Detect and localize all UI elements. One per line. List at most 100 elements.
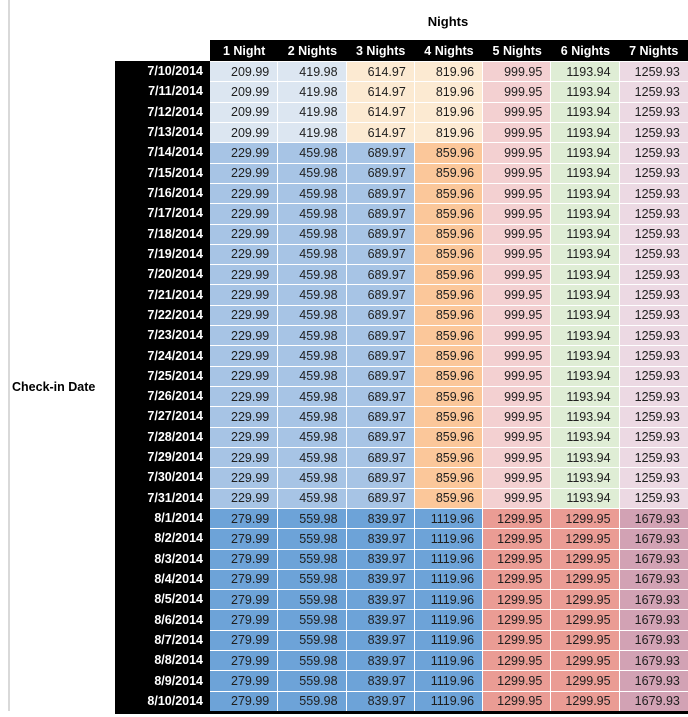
- price-cell: 859.96: [414, 446, 484, 468]
- row-date-label: 7/25/2014: [115, 365, 210, 386]
- table-row: 8/1/2014 279.99 559.98 839.97 1119.96 1299.95…: [115, 507, 688, 529]
- price-cell: 229.99: [210, 386, 279, 407]
- price-cell: 839.97: [346, 690, 415, 711]
- price-cell: 689.97: [346, 487, 415, 508]
- price-cell: 1299.95: [551, 548, 620, 569]
- price-cell: 859.96: [414, 223, 484, 244]
- row-date-label: 7/26/2014: [115, 386, 210, 407]
- table-row: 7/24/2014 229.99 459.98 689.97 859.96 999.95 1…: [115, 345, 688, 366]
- table-row: 7/27/2014 229.99 459.98 689.97 859.96 999.95 1…: [115, 406, 688, 427]
- price-cell: 229.99: [210, 264, 279, 285]
- price-cell: 859.96: [414, 162, 484, 183]
- price-cell: 1299.95: [551, 650, 620, 671]
- table-row: 7/28/2014 229.99 459.98 689.97 859.96 999.95 1…: [115, 426, 688, 447]
- row-date-label: 7/28/2014: [115, 426, 210, 447]
- price-cell: 1193.94: [551, 101, 620, 122]
- price-cell: 279.99: [210, 609, 279, 630]
- price-cell: 1299.95: [483, 528, 552, 549]
- table-row: 7/16/2014 229.99 459.98 689.97 859.96 999.95 1…: [115, 182, 688, 204]
- price-cell: 1259.93: [619, 101, 688, 122]
- price-cell: 1259.93: [619, 487, 688, 508]
- price-cell: 459.98: [278, 345, 347, 366]
- price-cell: 1259.93: [619, 284, 688, 305]
- price-cell: 1193.94: [551, 304, 620, 326]
- price-cell: 459.98: [278, 325, 347, 346]
- row-date-label: 7/21/2014: [115, 284, 210, 305]
- price-cell: 1259.93: [619, 446, 688, 468]
- price-cell: 1679.93: [619, 629, 688, 651]
- table-row: 7/25/2014 229.99 459.98 689.97 859.96 999.95 1…: [115, 365, 688, 386]
- price-cell: 229.99: [210, 162, 279, 183]
- price-cell: 459.98: [278, 264, 347, 285]
- row-date-label: 7/31/2014: [115, 487, 210, 508]
- price-cell: 559.98: [278, 507, 347, 529]
- price-cell: 1119.96: [414, 568, 484, 590]
- price-cell: 999.95: [483, 446, 552, 468]
- price-cell: 1259.93: [619, 243, 688, 265]
- price-cell: 999.95: [483, 243, 552, 265]
- price-cell: 209.99: [210, 101, 279, 122]
- price-cell: 1299.95: [551, 609, 620, 630]
- price-cell: 1259.93: [619, 182, 688, 204]
- price-cell: 1259.93: [619, 81, 688, 102]
- price-cell: 1299.95: [551, 507, 620, 529]
- price-cell: 819.96: [414, 61, 484, 82]
- price-cell: 859.96: [414, 304, 484, 326]
- price-cell: 1119.96: [414, 507, 484, 529]
- price-cell: 689.97: [346, 142, 415, 163]
- price-cell: 689.97: [346, 304, 415, 326]
- table-row: 7/19/2014 229.99 459.98 689.97 859.96 999.95 1…: [115, 243, 688, 265]
- price-cell: 859.96: [414, 345, 484, 366]
- row-date-label: 8/5/2014: [115, 589, 210, 610]
- price-cell: 999.95: [483, 121, 552, 143]
- row-date-label: 7/18/2014: [115, 223, 210, 244]
- price-cell: 1193.94: [551, 365, 620, 386]
- price-cell: 999.95: [483, 406, 552, 427]
- price-cell: 1299.95: [483, 507, 552, 529]
- price-cell: 859.96: [414, 284, 484, 305]
- price-cell: 839.97: [346, 528, 415, 549]
- price-cell: 229.99: [210, 243, 279, 265]
- price-cell: 459.98: [278, 467, 347, 488]
- table-row: 8/3/2014 279.99 559.98 839.97 1119.96 1299.95…: [115, 548, 688, 569]
- price-cell: 614.97: [346, 81, 415, 102]
- row-date-label: 7/19/2014: [115, 243, 210, 265]
- price-cell: 559.98: [278, 670, 347, 691]
- table-row: 7/31/2014 229.99 459.98 689.97 859.96 999.95 1…: [115, 487, 688, 508]
- price-cell: 559.98: [278, 629, 347, 651]
- price-cell: 1679.93: [619, 670, 688, 691]
- row-date-label: 8/6/2014: [115, 609, 210, 630]
- row-date-label: 8/4/2014: [115, 568, 210, 590]
- price-cell: 689.97: [346, 406, 415, 427]
- price-cell: 1679.93: [619, 589, 688, 610]
- table-row: 8/9/2014 279.99 559.98 839.97 1119.96 1299.95…: [115, 670, 688, 691]
- row-date-label: 8/2/2014: [115, 528, 210, 549]
- price-cell: 1119.96: [414, 650, 484, 671]
- table-row: 7/17/2014 229.99 459.98 689.97 859.96 999.95 1…: [115, 203, 688, 224]
- price-cell: 279.99: [210, 629, 279, 651]
- price-cell: 1259.93: [619, 386, 688, 407]
- price-cell: 1679.93: [619, 507, 688, 529]
- price-cell: 1299.95: [483, 548, 552, 569]
- price-cell: 689.97: [346, 264, 415, 285]
- row-date-label: 8/8/2014: [115, 650, 210, 671]
- price-cell: 229.99: [210, 182, 279, 204]
- price-cell: 419.98: [278, 101, 347, 122]
- table-row: 7/11/2014 209.99 419.98 614.97 819.96 999.95 1…: [115, 81, 688, 102]
- price-cell: 859.96: [414, 325, 484, 346]
- pricing-table: 1 Night 2 Nights 3 Nights 4 Nights 5 Nights 6…: [115, 40, 688, 714]
- column-header: 6 Nights: [560, 43, 611, 58]
- price-cell: 1193.94: [551, 61, 620, 82]
- price-cell: 459.98: [278, 446, 347, 468]
- price-cell: 1119.96: [414, 548, 484, 569]
- price-cell: 1193.94: [551, 406, 620, 427]
- price-cell: 999.95: [483, 386, 552, 407]
- price-cell: 689.97: [346, 365, 415, 386]
- price-cell: 689.97: [346, 203, 415, 224]
- price-cell: 999.95: [483, 162, 552, 183]
- row-date-label: 8/7/2014: [115, 629, 210, 651]
- price-cell: 1299.95: [483, 629, 552, 651]
- table-row: 8/5/2014 279.99 559.98 839.97 1119.96 1299.95…: [115, 589, 688, 610]
- price-cell: 1119.96: [414, 670, 484, 691]
- page-edge-divider: [8, 0, 10, 711]
